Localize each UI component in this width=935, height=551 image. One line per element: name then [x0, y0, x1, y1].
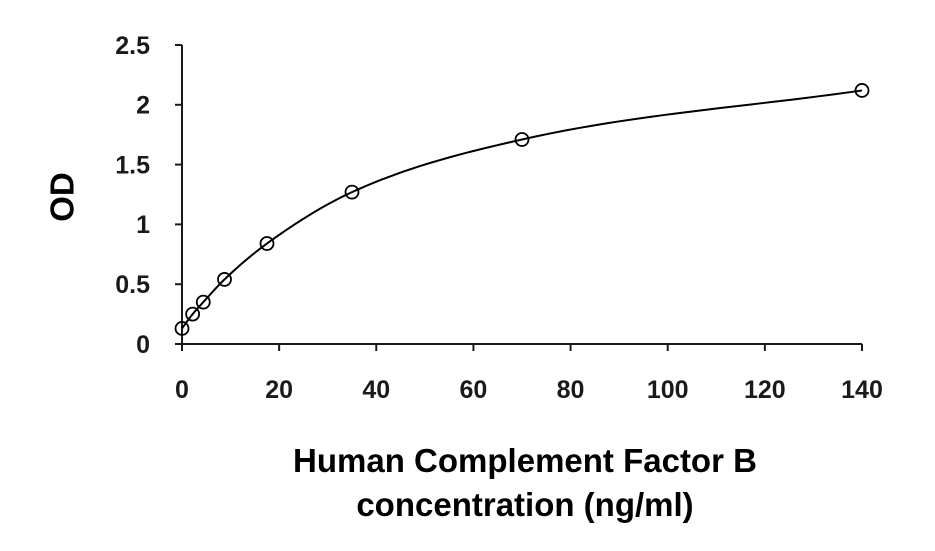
y-tick-label: 1.5: [115, 151, 150, 179]
data-point: [514, 132, 530, 147]
x-tick-label: 100: [647, 376, 689, 404]
fit-curve: [181, 89, 863, 330]
x-tick-label: 60: [460, 376, 488, 404]
data-point: [259, 236, 275, 251]
y-ticks: 0 0.5 1 1.5 2 2.5: [115, 32, 182, 359]
x-axis-title-line-2: concentration (ng/ml): [356, 486, 693, 523]
y-tick-label: 2.5: [115, 32, 150, 60]
data-point: [217, 272, 232, 287]
x-tick-label: 40: [362, 376, 390, 404]
y-tick-label: 2: [136, 92, 150, 120]
x-tick-label: 20: [265, 376, 293, 404]
data-point: [344, 184, 360, 200]
x-tick-label: 80: [557, 376, 585, 404]
y-tick-label: 0.5: [115, 271, 150, 299]
x-tick-label: 120: [744, 376, 786, 404]
data-point: [195, 294, 211, 310]
y-axis-title: OD: [44, 172, 81, 222]
x-tick-label: 0: [175, 376, 189, 404]
x-ticks: 0 20 40 60 80 100 120 140: [175, 344, 883, 404]
data-point: [854, 83, 870, 98]
y-tick-label: 0: [136, 331, 150, 359]
x-tick-label: 140: [841, 376, 883, 404]
y-tick-label: 1: [136, 211, 150, 239]
data-point: [185, 306, 201, 322]
data-point: [174, 321, 190, 336]
data-points: [174, 83, 870, 336]
x-axis-title-line-1: Human Complement Factor B: [293, 442, 757, 479]
